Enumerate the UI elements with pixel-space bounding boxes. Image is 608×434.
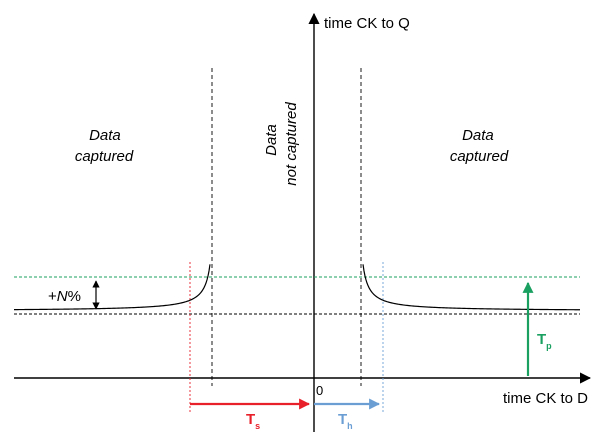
- propagation-label: Tp: [537, 331, 552, 351]
- middle-region-label: Data not captured: [263, 102, 300, 186]
- setup-time-label: Ts: [246, 411, 260, 431]
- left-region-label: Data captured: [75, 127, 134, 165]
- hold-time-label: Th: [338, 411, 353, 431]
- svg-text:Data: Data: [263, 124, 280, 156]
- y-axis-label: time CK to Q: [324, 15, 410, 32]
- right-region-label: Data captured: [450, 127, 509, 165]
- svg-text:not captured: not captured: [283, 102, 300, 186]
- setup-curve: [14, 264, 211, 311]
- origin-label: 0: [316, 383, 323, 398]
- x-axis-label: time CK to D: [503, 390, 588, 407]
- margin-label: +N%: [48, 288, 81, 305]
- hold-curve: [362, 264, 580, 311]
